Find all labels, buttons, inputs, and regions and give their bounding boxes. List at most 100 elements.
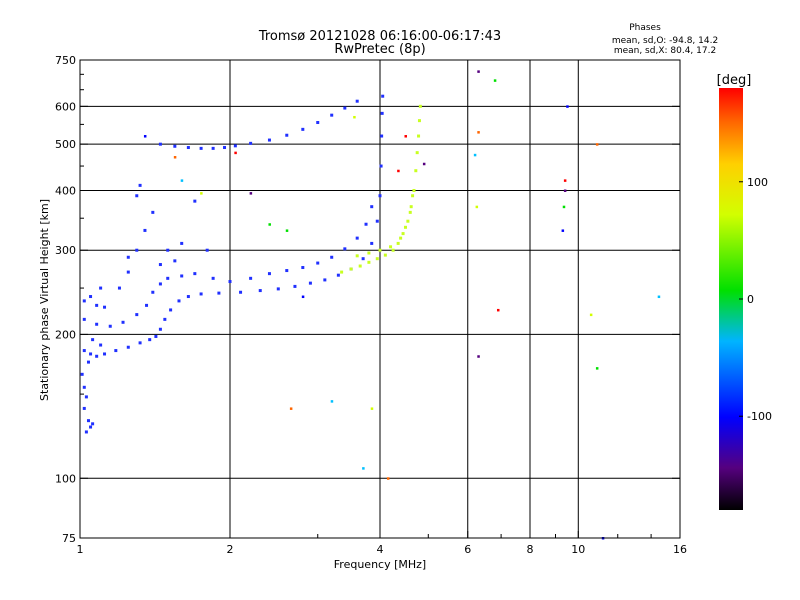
data-point-X: [417, 119, 421, 123]
scattered-point: [657, 295, 661, 299]
scattered-point: [422, 162, 426, 166]
colorbar-tick-label: -100: [747, 410, 772, 423]
scattered-point: [475, 205, 479, 209]
y-tick-label: 200: [55, 328, 76, 341]
data-point-X: [378, 248, 382, 252]
data-point-O: [316, 261, 320, 265]
data-point-O: [103, 305, 107, 309]
data-point-O: [148, 338, 152, 342]
data-point-X: [375, 257, 379, 261]
data-point-O: [84, 430, 88, 434]
data-point-O: [121, 320, 125, 324]
data-point-X: [383, 253, 387, 257]
data-point-O: [82, 385, 86, 389]
data-point-X: [396, 241, 400, 245]
data-point-O: [186, 146, 190, 150]
x-axis-label: Frequency [MHz]: [334, 558, 426, 571]
data-point-O: [267, 272, 271, 276]
scattered-point: [362, 467, 365, 470]
x-tick-label: 10: [571, 543, 585, 556]
data-point-O: [177, 299, 181, 303]
x-tick-label: 6: [464, 543, 471, 556]
data-point-O: [258, 289, 262, 293]
data-point-X: [355, 254, 359, 258]
data-point-X: [401, 232, 405, 236]
data-point-O: [285, 133, 289, 137]
y-tick-label: 100: [55, 472, 76, 485]
data-point-O: [378, 194, 382, 198]
scattered-point: [493, 79, 497, 82]
y-tick-label: 75: [62, 532, 76, 545]
scattered-point: [370, 407, 374, 410]
scattered-point: [566, 105, 569, 108]
data-point-O: [308, 281, 312, 285]
data-point-O: [143, 228, 147, 232]
data-point-O: [330, 255, 334, 259]
data-point-O: [163, 317, 167, 321]
scattered-point: [268, 223, 271, 226]
data-point-O: [89, 295, 93, 299]
data-point-X: [418, 104, 422, 108]
scattered-point: [496, 308, 500, 312]
phases-legend-x: mean, sd,X: 80.4, 17.2: [614, 46, 716, 56]
data-point-X: [408, 210, 412, 214]
data-point-O: [193, 199, 197, 203]
data-point-X: [399, 236, 403, 240]
data-point-O: [84, 395, 88, 399]
data-points: [80, 70, 661, 540]
data-point-O: [158, 142, 162, 146]
data-point-O: [158, 282, 162, 286]
scattered-point: [285, 229, 289, 232]
data-point-O: [91, 422, 95, 426]
y-tick-label: 400: [55, 184, 76, 197]
data-point-X: [417, 134, 421, 138]
data-point-O: [293, 284, 297, 288]
data-point-O: [135, 313, 139, 317]
scattered-point: [143, 135, 147, 138]
data-point-O: [249, 276, 253, 280]
data-point-X: [349, 267, 353, 271]
y-axis-label: Stationary phase Virtual Height [km]: [38, 199, 51, 401]
colorbar-ticks: 100 0 -100: [739, 176, 772, 423]
data-point-O: [138, 183, 142, 187]
scattered-point: [353, 115, 356, 119]
data-point-O: [370, 205, 374, 209]
data-point-X: [389, 245, 393, 249]
data-point-O: [95, 303, 99, 307]
axis-ticks: 1 2 4 6 8 10 16 75 100 200 300 400 500 600 750: [55, 54, 687, 556]
scattered-point: [330, 400, 334, 403]
data-point-O: [370, 241, 374, 245]
data-point-O: [330, 113, 334, 117]
data-point-O: [361, 257, 365, 261]
data-point-O: [380, 134, 384, 138]
data-point-X: [367, 260, 371, 264]
data-point-X: [409, 205, 413, 209]
data-point-O: [82, 317, 86, 321]
data-point-O: [205, 248, 209, 252]
scattered-point: [477, 70, 480, 73]
x-tick-label: 16: [673, 543, 687, 556]
scattered-point: [477, 355, 480, 358]
data-point-X: [411, 194, 415, 198]
data-point-O: [223, 146, 227, 150]
data-point-O: [158, 327, 162, 331]
scattered-point: [477, 131, 480, 134]
scattered-point: [289, 407, 293, 410]
data-point-O: [180, 241, 184, 245]
data-point-O: [267, 138, 271, 142]
colorbar-tick-label: 0: [747, 293, 754, 306]
data-point-O: [186, 295, 190, 299]
data-point-O: [80, 372, 84, 376]
data-point-O: [199, 146, 203, 150]
data-point-O: [276, 287, 280, 291]
data-point-X: [406, 219, 410, 223]
data-point-O: [91, 338, 95, 342]
data-point-O: [169, 308, 173, 312]
data-point-O: [135, 248, 139, 252]
data-point-O: [380, 111, 384, 115]
y-tick-label: 500: [55, 138, 76, 151]
x-tick-label: 8: [527, 543, 534, 556]
data-point-O: [211, 146, 215, 150]
data-point-O: [211, 276, 215, 280]
